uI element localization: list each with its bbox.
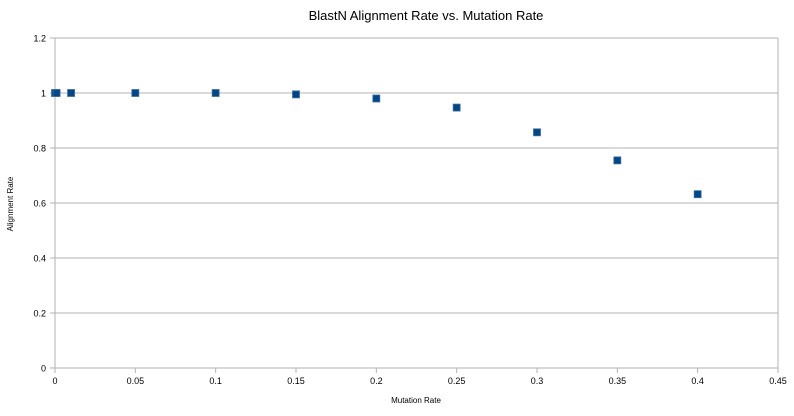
data-point	[52, 89, 61, 97]
x-tick-label: 0.1	[209, 376, 222, 386]
y-tick-label: 0	[41, 364, 46, 374]
x-tick-label: 0.05	[127, 376, 145, 386]
y-tick-label: 0.6	[33, 199, 46, 209]
x-tick-label: 0.25	[448, 376, 466, 386]
data-point	[67, 89, 75, 97]
tick-label-layer: 0 0.2 0.4 0.6 0.8 1 1.2 0 0.05 0.1 0.15 0.2 0.25 0.3 0…	[33, 34, 786, 387]
y-tick-label: 1.2	[33, 34, 46, 44]
data-point	[292, 90, 300, 99]
data-point-layer	[51, 89, 702, 199]
data-point	[533, 128, 541, 137]
data-point	[211, 89, 220, 97]
y-tick-label: 0.4	[33, 254, 46, 264]
y-axis-label: Alignment Rate	[6, 176, 15, 231]
y-tick-label: 1	[41, 89, 46, 99]
x-tick-label: 0	[52, 376, 57, 386]
x-tick-label: 0.3	[531, 376, 544, 386]
data-point	[131, 89, 140, 97]
y-tick-label: 0.8	[33, 144, 46, 154]
axis-layer	[50, 37, 779, 373]
data-point	[372, 94, 381, 103]
x-axis-label: Mutation Rate	[391, 396, 441, 405]
x-tick-label: 0.4	[691, 376, 704, 386]
grid-layer	[55, 37, 778, 369]
data-point	[452, 103, 461, 112]
data-point	[613, 156, 622, 165]
x-tick-label: 0.35	[609, 376, 627, 386]
x-tick-label: 0.2	[370, 376, 383, 386]
data-point	[693, 190, 702, 199]
x-tick-label: 0.45	[769, 376, 787, 386]
y-tick-label: 0.2	[33, 309, 46, 319]
chart-title: BlastN Alignment Rate vs. Mutation Rate	[309, 8, 544, 23]
x-tick-label: 0.15	[287, 376, 305, 386]
